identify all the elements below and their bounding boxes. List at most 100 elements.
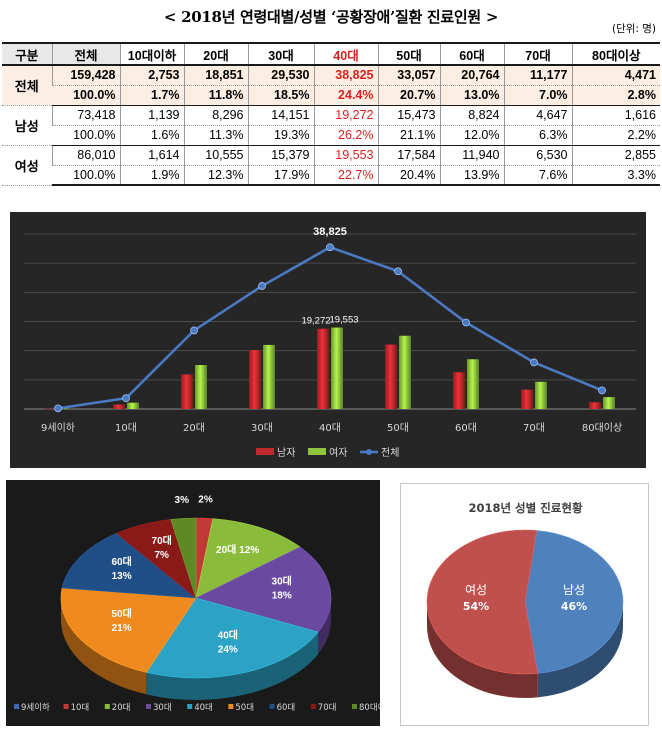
table-cell: 15,473 [377,105,440,126]
legend-swatch [228,704,234,709]
legend-label: 30대 [153,703,172,713]
slice-label: 20대 12% [216,543,259,556]
legend-label: 남자 [277,447,295,459]
legend-label: 70대 [318,703,337,713]
line-point [54,404,62,413]
pie-slice-여성 [426,529,539,675]
bar-여자 [263,344,275,409]
legend-marker [366,449,372,455]
table-cell: 2,753 [119,65,184,86]
table-cell: 22.7% [313,165,378,186]
table-cell: 18.5% [247,85,314,106]
slice-label: 30대 [272,575,292,588]
table-cell: 20,764 [439,65,504,86]
legend-label: 60대 [277,703,296,713]
bar-남자 [317,328,329,409]
table-cell: 11,177 [503,65,572,86]
tick-label: 9세이하 [41,421,75,434]
slice-label: 13% [112,571,132,582]
column-header: 구분 [2,42,52,66]
bar-여자 [127,402,139,409]
pie-side-50대 [61,598,147,695]
legend-label: 9세이하 [21,702,50,713]
table-cell: 11.3% [183,125,248,146]
column-header: 10대이하 [119,42,184,66]
tick-label: 40대 [319,422,341,434]
pie-slice-80대이상 [170,517,197,599]
table-cell: 8,296 [183,105,248,126]
table-cell: 73,418 [51,105,120,126]
legend-label: 전체 [381,447,399,459]
table-cell: 1,616 [571,105,660,126]
table-cell: 1.9% [119,165,184,186]
table-cell: 26.2% [313,125,378,146]
page-title: < 2018년 연령대별/성별 ‘공황장애’질환 진료인원 > [163,8,499,26]
table-cell: 1.7% [119,85,184,106]
table-cell: 1.6% [119,125,184,146]
pie-slice-60대 [61,532,197,599]
slice-label: 남성 [563,583,585,597]
legend-swatch [269,704,275,709]
line-point [326,243,334,252]
table-cell: 86,010 [51,145,120,166]
legend-label: 10대 [71,703,90,713]
table-row: 100.0% 1.6% 11.3% 19.3% 26.2% 21.1% 12.0% 6.3% 2… [2,125,660,146]
legend-swatch [104,704,110,709]
slice-label: 7% [154,550,169,561]
tick-label: 10대 [115,422,137,434]
table-cell: 15,379 [247,145,314,166]
tick-label: 50대 [387,422,409,434]
legend-swatch [310,704,316,709]
bar-남자 [453,372,465,409]
table-row: 남성 73,418 1,139 8,296 14,151 19,272 15,473 8,82… [2,105,660,146]
table-cell: 17.9% [247,165,314,186]
data-label: 38,825 [313,226,347,238]
bar-여자 [535,381,547,409]
age-pie-svg: 2% 20대 12% 30대 18% 40대 24% 50대 21% 60대 13% 70대 7% 3%… [14,495,380,713]
table-row: 여성 86,010 1,614 10,555 15,379 19,553 17,584 11,… [2,145,660,186]
bar-남자 [249,350,261,409]
line-point [462,318,470,327]
table-cell: 13.9% [439,165,504,186]
table-header-row: 구분 전체 10대이하 20대 30대 40대 50대 60대 70대 80대이상 [2,42,660,66]
table-cell: 3.3% [571,165,660,186]
tick-label: 70대 [523,422,545,434]
table-cell: 24.4% [313,85,378,106]
slice-label: 21% [112,623,132,634]
column-header: 전체 [51,42,120,66]
bar-남자 [385,344,397,409]
data-label: 19,272 [301,316,330,327]
bar-남자 [521,389,533,409]
pie-side-남성 [537,602,623,698]
stats-table: 구분 전체 10대이하 20대 30대 40대 50대 60대 70대 80대이상 전체 159,4… [2,42,660,186]
tick-label: 20대 [183,422,205,434]
table-cell: 6.3% [503,125,572,146]
table-cell: 7.0% [503,85,572,106]
legend-swatch [352,704,357,709]
table-cell: 2.8% [571,85,660,106]
slice-label: 여성 [465,583,487,597]
slice-label: 54% [463,600,489,613]
pie-side-40대 [146,632,319,700]
slice-label: 60대 [111,555,131,568]
bar-여자 [331,327,343,409]
line-point [394,267,402,276]
table-cell: 2,855 [571,145,660,166]
table-body: 전체 159,428 2,753 18,851 29,530 38,825 33,057 20… [2,65,660,186]
line-point [598,386,606,395]
group-label: 전체 [2,65,52,106]
legend-swatch [14,704,19,709]
legend-swatch [146,704,151,709]
column-header: 40대 [313,42,378,66]
table-cell: 12.0% [439,125,504,146]
table-cell: 17,584 [377,145,440,166]
table-cell: 14,151 [247,105,314,126]
bar-line-chart: 38,825 19,272 19,553 9세이하 10대 20대 30대 40대 50대 60대… [10,212,646,468]
bar-여자 [59,408,71,410]
slice-label: 70대 [152,534,172,547]
table-cell: 100.0% [52,85,120,106]
table-cell: 6,530 [503,145,572,166]
slice-label: 46% [561,600,587,613]
pie-slice-30대 [195,546,332,633]
